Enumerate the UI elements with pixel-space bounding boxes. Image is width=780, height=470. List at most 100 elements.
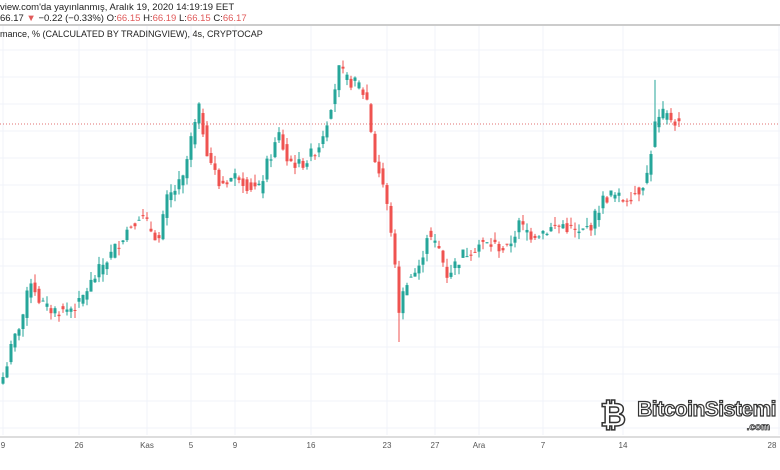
candle-body <box>333 89 337 105</box>
close-value: 66.17 <box>222 13 247 24</box>
x-tick-label: 26 <box>75 441 84 450</box>
candle-body <box>589 225 593 231</box>
candle-body <box>485 242 489 244</box>
candle-body <box>25 290 29 318</box>
candle-body <box>145 217 149 219</box>
candle-body <box>193 122 197 145</box>
change: −0.22 (−0.33%) <box>38 13 104 24</box>
x-tick-label: 9 <box>233 441 238 450</box>
candle-body <box>21 314 25 330</box>
x-tick-label: 5 <box>189 441 194 450</box>
triangle-down-icon: ▼ <box>26 13 36 24</box>
candle-body <box>253 182 257 187</box>
x-tick-label: Kas <box>140 441 154 450</box>
last-price: 66.17 <box>0 13 24 24</box>
candle-body <box>393 233 397 265</box>
candle-body <box>617 192 621 196</box>
candle-body <box>281 134 285 150</box>
candle-body <box>185 159 189 179</box>
candle-body <box>513 236 517 243</box>
candle-body <box>53 308 57 314</box>
candle-body <box>369 104 373 132</box>
candle-body <box>529 231 533 240</box>
candle-body <box>465 256 469 258</box>
candle-body <box>553 224 557 226</box>
candle-body <box>365 92 369 100</box>
candle-body <box>309 148 313 157</box>
candle-body <box>653 121 657 147</box>
candle-body <box>637 187 641 195</box>
low-label: L: <box>178 13 187 24</box>
candle-body <box>101 264 105 275</box>
candle-body <box>425 238 429 254</box>
candle-body <box>601 195 605 209</box>
candle-body <box>129 226 133 228</box>
x-tick-label: Ara <box>473 441 486 450</box>
candle-body <box>497 243 501 252</box>
candle-body <box>461 249 465 258</box>
watermark: BitcoinSistemi <box>637 397 778 421</box>
candle-body <box>361 89 365 95</box>
candle-body <box>197 103 201 124</box>
candle-body <box>385 185 389 204</box>
x-tick-label: 16 <box>307 441 316 450</box>
candle-body <box>613 194 617 199</box>
candle-body <box>645 172 649 183</box>
candle-body <box>673 121 677 126</box>
candle-body <box>205 125 209 157</box>
candle-body <box>349 78 353 88</box>
candle-body <box>113 243 117 258</box>
candle-body <box>241 178 245 186</box>
candle-body <box>189 136 193 160</box>
x-tick-label: 28 <box>768 441 777 450</box>
candle-body <box>17 329 21 336</box>
candle-body <box>181 175 185 186</box>
candle-body <box>61 306 65 310</box>
candle-body <box>441 250 445 263</box>
candle-body <box>421 257 425 265</box>
candle-body <box>169 192 173 201</box>
candle-body <box>13 333 17 348</box>
candle-body <box>341 66 345 69</box>
candle-body <box>597 212 601 221</box>
candle-body <box>257 183 261 186</box>
chart-title: mance, % (CALCULATED BY TRADINGVIEW), 4s… <box>0 29 263 39</box>
candle-body <box>81 294 85 304</box>
candle-body <box>177 179 181 190</box>
candle-body <box>489 244 493 247</box>
open-value: 66.15 <box>116 13 141 24</box>
candle-body <box>525 229 529 233</box>
candle-body <box>109 251 113 258</box>
candle-body <box>357 82 361 89</box>
candle-body <box>433 240 437 243</box>
candle-body <box>125 229 129 241</box>
candle-body <box>265 158 269 180</box>
high-label: H: <box>143 13 153 24</box>
x-tick-label: 14 <box>619 441 628 450</box>
candle-body <box>397 266 401 313</box>
candle-body <box>157 235 161 239</box>
candle-body <box>533 235 537 238</box>
candle-body <box>445 266 449 278</box>
candle-body <box>561 224 565 229</box>
candle-body <box>77 297 81 302</box>
candle-body <box>9 343 13 363</box>
candle-body <box>313 155 317 157</box>
x-tick-label: 9 <box>1 441 6 450</box>
low-value: 66.15 <box>186 13 211 24</box>
candle-body <box>389 205 393 233</box>
candle-body <box>577 231 581 234</box>
candle-body <box>569 224 573 226</box>
candle-body <box>105 262 109 270</box>
candle-body <box>581 228 585 230</box>
candle-body <box>401 291 405 314</box>
publish-info: view.com'da yayınlanmış, Aralık 19, 2020… <box>0 2 235 13</box>
candle-body <box>633 193 637 195</box>
candle-body <box>221 180 225 184</box>
candle-body <box>469 254 473 256</box>
candle-body <box>73 309 77 311</box>
candle-body <box>229 177 233 182</box>
watermark-domain: .com <box>746 422 770 434</box>
close-label: C: <box>213 13 223 24</box>
